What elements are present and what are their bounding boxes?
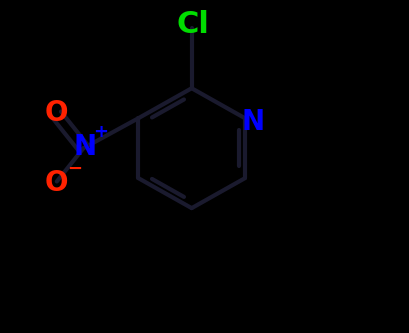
Text: −: − [67,160,83,178]
Text: O: O [45,169,68,197]
Text: +: + [93,123,108,141]
Text: O: O [45,99,68,127]
Text: N: N [73,133,97,161]
Text: N: N [241,108,264,136]
Text: Cl: Cl [176,10,209,40]
